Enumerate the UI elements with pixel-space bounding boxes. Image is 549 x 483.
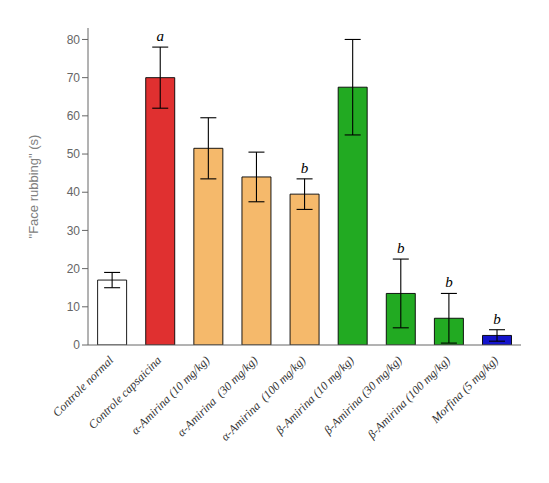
svg-text:"Face rubbing" (s): "Face rubbing" (s) bbox=[26, 135, 41, 239]
svg-text:b: b bbox=[493, 311, 501, 327]
svg-text:b: b bbox=[301, 160, 309, 176]
svg-text:40: 40 bbox=[67, 185, 81, 199]
svg-text:30: 30 bbox=[67, 224, 81, 238]
svg-text:β-Amirina (30 mg/kg): β-Amirina (30 mg/kg) bbox=[320, 353, 405, 438]
svg-text:a: a bbox=[156, 28, 164, 44]
svg-text:α-Amirina (100 mg/kg): α-Amirina (100 mg/kg) bbox=[218, 353, 308, 443]
svg-text:Controle capsaicina: Controle capsaicina bbox=[85, 353, 165, 432]
svg-text:60: 60 bbox=[67, 109, 81, 123]
svg-text:0: 0 bbox=[73, 338, 80, 352]
svg-text:b: b bbox=[397, 240, 405, 256]
svg-text:β-Amirina (10 mg/kg): β-Amirina (10 mg/kg) bbox=[272, 353, 357, 438]
svg-text:80: 80 bbox=[67, 33, 81, 47]
svg-text:β-Amirina (100 mg/kg): β-Amirina (100 mg/kg) bbox=[364, 353, 453, 442]
svg-text:70: 70 bbox=[67, 71, 81, 85]
svg-text:α-Amirina (10 mg/kg): α-Amirina (10 mg/kg) bbox=[128, 353, 212, 437]
svg-text:α-Amirina (30 mg/kg): α-Amirina (30 mg/kg) bbox=[174, 353, 260, 439]
svg-text:Controle normal: Controle normal bbox=[49, 353, 117, 420]
svg-text:20: 20 bbox=[67, 262, 81, 276]
svg-text:50: 50 bbox=[67, 147, 81, 161]
svg-text:Morfina (5 mg/kg): Morfina (5 mg/kg) bbox=[428, 353, 501, 426]
svg-text:10: 10 bbox=[67, 300, 81, 314]
svg-text:b: b bbox=[445, 274, 453, 290]
